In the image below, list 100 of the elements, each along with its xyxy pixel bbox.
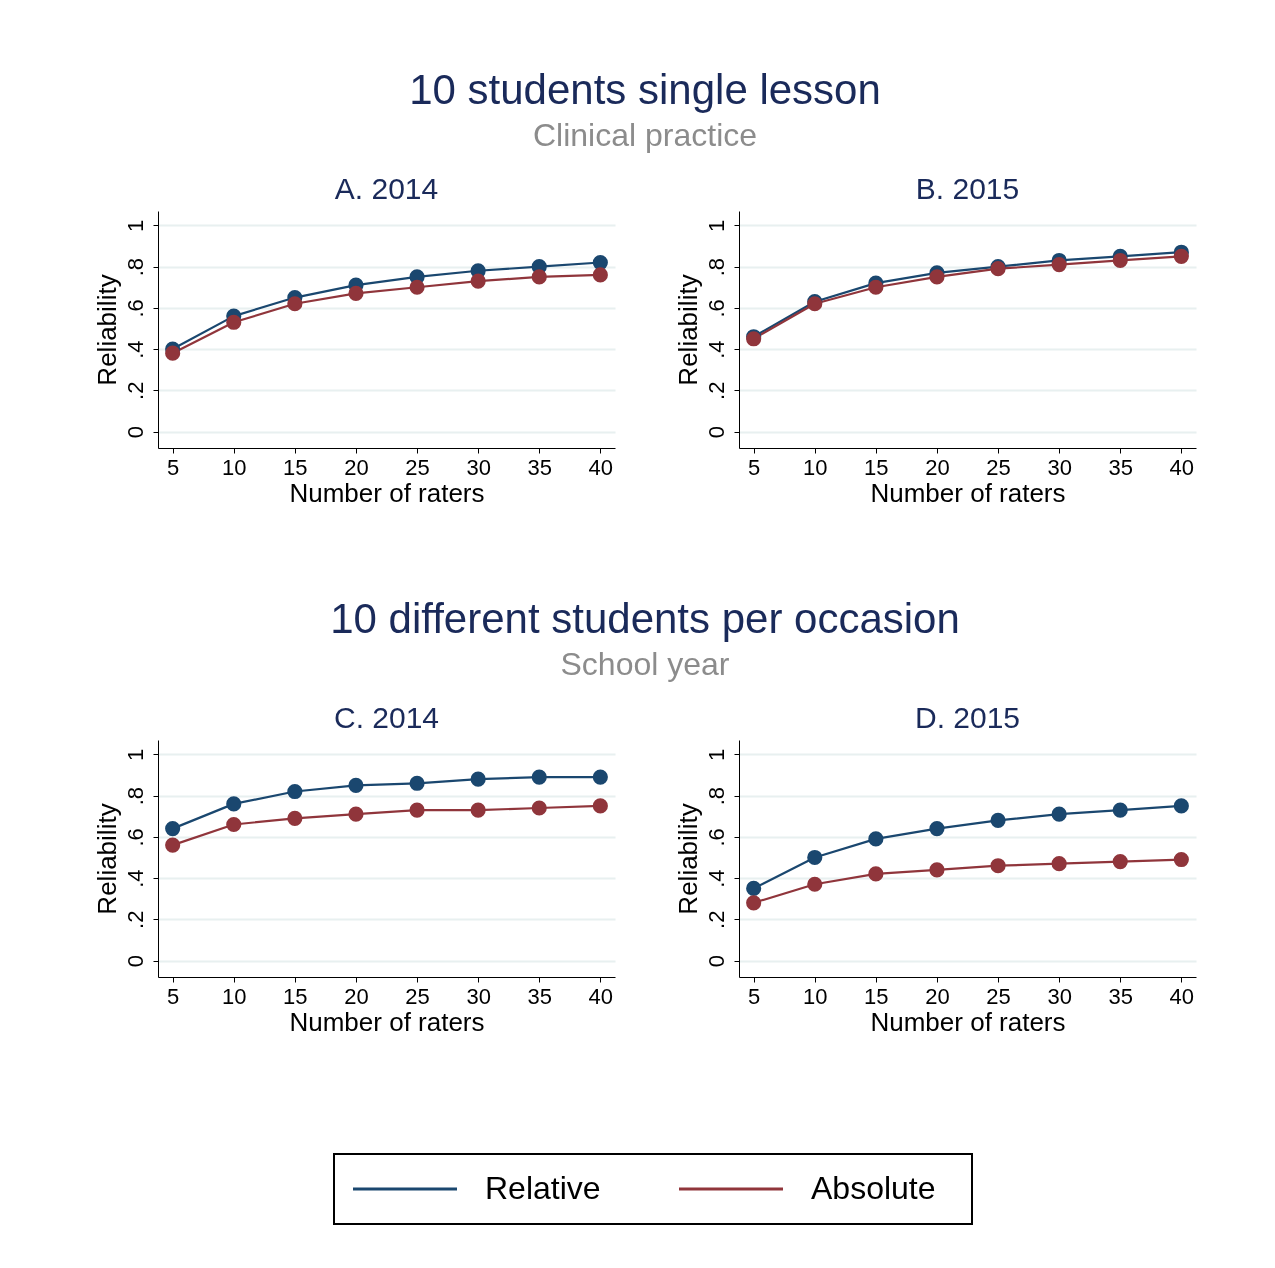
x-tick-label: 20 bbox=[925, 454, 950, 480]
x-tick-label: 10 bbox=[222, 983, 247, 1009]
text: School year bbox=[560, 646, 730, 682]
point bbox=[409, 802, 425, 818]
x-tick-label: 10 bbox=[803, 454, 828, 480]
x-tick-label: 30 bbox=[1047, 983, 1072, 1009]
x-tick-label: 20 bbox=[925, 983, 950, 1009]
point bbox=[746, 880, 762, 896]
point bbox=[746, 895, 762, 911]
y-tick-label: 0 bbox=[703, 425, 729, 439]
point bbox=[348, 806, 364, 822]
y-tick-label: .2 bbox=[122, 910, 148, 929]
point bbox=[592, 267, 608, 283]
point bbox=[531, 269, 547, 285]
y-axis-title: Reliability bbox=[672, 803, 703, 915]
point bbox=[165, 837, 181, 853]
x-tick-label: 15 bbox=[283, 983, 308, 1009]
text: 10 different students per occasion bbox=[330, 595, 960, 642]
y-tick-label: 1 bbox=[122, 219, 148, 233]
y-tick-label: .4 bbox=[122, 869, 148, 888]
x-tick-label: 10 bbox=[222, 454, 247, 480]
x-tick-label: 5 bbox=[748, 983, 761, 1009]
x-tick-label: 40 bbox=[1169, 454, 1195, 480]
x-tick-label: 25 bbox=[405, 983, 430, 1009]
x-tick-label: 25 bbox=[405, 454, 430, 480]
point bbox=[592, 798, 608, 814]
point bbox=[165, 345, 181, 361]
y-tick-label: 1 bbox=[703, 219, 729, 233]
text: 10 students single lesson bbox=[409, 66, 881, 113]
x-tick-label: 40 bbox=[588, 454, 614, 480]
y-tick-label: .2 bbox=[703, 910, 729, 929]
point bbox=[592, 769, 608, 785]
chart-title: D. 2015 bbox=[914, 701, 1021, 734]
x-axis-title: Number of raters bbox=[289, 1006, 485, 1037]
x-tick-label: 35 bbox=[527, 983, 552, 1009]
point bbox=[470, 273, 486, 289]
y-tick-label: .8 bbox=[122, 257, 148, 277]
x-tick-label: 30 bbox=[466, 454, 491, 480]
x-tick-label: 20 bbox=[344, 454, 369, 480]
y-tick-label: .8 bbox=[703, 257, 729, 277]
point bbox=[226, 796, 242, 812]
y-tick-label: .6 bbox=[703, 299, 729, 318]
point bbox=[1112, 854, 1128, 870]
point bbox=[929, 862, 945, 878]
y-tick-label: .2 bbox=[703, 381, 729, 400]
y-axis-title: Reliability bbox=[672, 274, 703, 386]
y-tick-label: .6 bbox=[122, 828, 148, 847]
x-tick-label: 10 bbox=[803, 983, 828, 1009]
point bbox=[531, 800, 547, 816]
point bbox=[287, 783, 303, 800]
point bbox=[1173, 851, 1189, 868]
point bbox=[531, 769, 547, 785]
point bbox=[1173, 248, 1189, 264]
y-tick-label: 1 bbox=[703, 748, 729, 762]
x-tick-label: 35 bbox=[527, 454, 552, 480]
y-tick-label: .8 bbox=[703, 786, 729, 806]
x-tick-label: 5 bbox=[167, 454, 180, 480]
point bbox=[409, 279, 425, 295]
y-tick-label: 0 bbox=[703, 954, 729, 968]
point bbox=[470, 771, 486, 787]
x-tick-label: 15 bbox=[283, 454, 308, 480]
x-tick-label: 30 bbox=[1047, 454, 1072, 480]
point bbox=[1051, 856, 1067, 872]
point bbox=[226, 314, 242, 330]
x-tick-label: 5 bbox=[748, 454, 761, 480]
point bbox=[1051, 257, 1067, 273]
point bbox=[868, 279, 884, 295]
point bbox=[1112, 252, 1128, 269]
point bbox=[1112, 802, 1128, 818]
legend-label: Relative bbox=[485, 1170, 601, 1206]
chart-title: B. 2015 bbox=[915, 172, 1020, 205]
x-tick-label: 35 bbox=[1108, 983, 1133, 1009]
x-tick-label: 20 bbox=[344, 983, 369, 1009]
x-tick-label: 40 bbox=[588, 983, 614, 1009]
y-tick-label: 0 bbox=[122, 425, 148, 439]
point bbox=[592, 254, 608, 271]
point bbox=[1173, 798, 1189, 814]
point bbox=[990, 858, 1006, 874]
point bbox=[226, 816, 242, 833]
x-axis-title: Number of raters bbox=[870, 1006, 1066, 1037]
point bbox=[929, 821, 945, 837]
y-axis-title: Reliability bbox=[91, 274, 122, 386]
x-tick-label: 35 bbox=[1108, 454, 1133, 480]
point bbox=[287, 810, 303, 826]
point bbox=[348, 285, 364, 301]
point bbox=[929, 269, 945, 285]
y-tick-label: 1 bbox=[122, 748, 148, 762]
point bbox=[990, 812, 1006, 828]
x-tick-label: 40 bbox=[1169, 983, 1195, 1009]
text: Clinical practice bbox=[532, 117, 758, 153]
chart-title: C. 2014 bbox=[333, 701, 440, 734]
point bbox=[470, 802, 486, 818]
y-tick-label: .4 bbox=[122, 340, 148, 359]
y-tick-label: 0 bbox=[122, 954, 148, 968]
y-tick-label: .8 bbox=[122, 786, 148, 806]
x-axis-title: Number of raters bbox=[289, 477, 485, 508]
y-axis-title: Reliability bbox=[91, 803, 122, 915]
point bbox=[807, 849, 823, 866]
x-tick-label: 30 bbox=[466, 983, 491, 1009]
point bbox=[807, 876, 823, 892]
